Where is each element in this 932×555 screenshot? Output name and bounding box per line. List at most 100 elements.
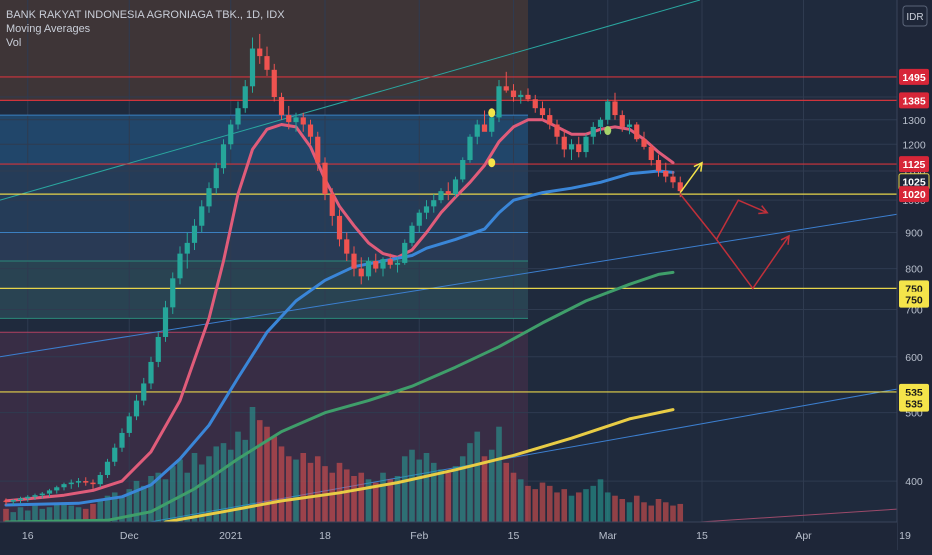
chart-legend: BANK RAKYAT INDONESIA AGRONIAGA TBK., 1D… xyxy=(6,8,285,50)
candle-body xyxy=(90,482,96,485)
candle-body xyxy=(68,482,74,485)
volume-bar xyxy=(271,436,278,522)
candle xyxy=(25,495,31,502)
trend-line-bottom xyxy=(699,508,898,523)
candle xyxy=(112,443,118,467)
candle-body xyxy=(162,307,169,337)
candle-body xyxy=(235,108,241,125)
volume-bar xyxy=(206,456,212,522)
candle xyxy=(307,119,314,145)
volume-bar xyxy=(285,456,292,522)
candle xyxy=(539,101,546,120)
candle-body xyxy=(293,117,299,123)
currency-label: IDR xyxy=(906,12,923,23)
candle xyxy=(489,115,495,137)
candle-body xyxy=(634,124,640,140)
volume-bar xyxy=(133,480,140,522)
candle-body xyxy=(286,115,292,123)
volume-bar xyxy=(525,485,531,522)
candle-body xyxy=(677,182,683,192)
projection-up-arrow-head xyxy=(693,161,703,172)
signal-marker xyxy=(488,108,496,118)
zone-upper xyxy=(0,0,528,101)
candle-body xyxy=(474,124,480,137)
candle xyxy=(148,356,154,390)
candle xyxy=(677,176,683,198)
volume-bar xyxy=(177,459,183,522)
volume-bar xyxy=(597,479,604,522)
candle-body xyxy=(61,484,67,488)
volume-bar xyxy=(452,466,459,522)
candle-body xyxy=(220,144,227,169)
y-tick-label: 900 xyxy=(905,227,923,239)
volume-bar xyxy=(343,469,350,522)
moving-average-3 xyxy=(4,270,675,524)
candle xyxy=(561,129,567,158)
candle xyxy=(641,131,647,150)
candle-body xyxy=(75,481,82,483)
candle-body xyxy=(496,86,502,118)
candle-body xyxy=(25,496,31,499)
candle xyxy=(460,157,466,183)
volume-bar xyxy=(677,503,684,522)
y-tick-label: 600 xyxy=(905,352,923,364)
candle-body xyxy=(271,69,277,98)
candle xyxy=(228,119,234,150)
volume-bar xyxy=(423,453,430,522)
candle xyxy=(278,92,285,120)
candle-body xyxy=(170,278,176,308)
candle xyxy=(445,182,451,201)
volume-bar xyxy=(568,495,575,522)
volume-bar xyxy=(619,499,626,522)
volume-bar xyxy=(401,456,408,522)
volume-bar xyxy=(459,456,466,522)
candle xyxy=(597,117,604,135)
volume-bar xyxy=(380,472,386,522)
volume-bar xyxy=(264,426,270,522)
candle-body xyxy=(394,262,401,265)
volume-bar xyxy=(655,499,662,522)
volume-bar xyxy=(409,449,415,522)
candle-body xyxy=(503,86,509,91)
candle xyxy=(75,478,82,488)
candle-body xyxy=(104,461,111,475)
candle xyxy=(438,188,444,204)
candle-body xyxy=(336,215,343,240)
candle-body xyxy=(655,160,662,171)
candle-body xyxy=(119,432,125,448)
candle xyxy=(242,80,248,113)
x-tick-label: 15 xyxy=(508,530,520,542)
candle-body xyxy=(619,115,625,127)
candle xyxy=(220,139,227,174)
indicator-moving-averages[interactable]: Moving Averages xyxy=(6,23,91,35)
volume-bar xyxy=(82,508,89,522)
volume-bar xyxy=(169,466,176,522)
candle-body xyxy=(561,136,567,150)
volume-bar xyxy=(3,508,9,522)
symbol-title[interactable]: BANK RAKYAT INDONESIA AGRONIAGA TBK., 1D… xyxy=(6,9,285,21)
candle-body xyxy=(518,94,524,98)
candle-body xyxy=(438,191,444,201)
candle-body xyxy=(597,119,604,127)
indicator-volume[interactable]: Vol xyxy=(6,37,22,49)
zone-mid xyxy=(0,232,528,262)
candle xyxy=(344,232,350,262)
candle-body xyxy=(155,336,161,362)
volume-bar xyxy=(612,495,618,522)
price-label-1125 xyxy=(899,156,929,173)
candle xyxy=(133,394,140,421)
volume-bar xyxy=(53,503,60,522)
volume-bar xyxy=(532,489,539,522)
volume-bar xyxy=(365,479,372,522)
candle-body xyxy=(539,108,546,116)
candle xyxy=(402,239,408,265)
price-label-1385 xyxy=(899,92,929,109)
volume-bar xyxy=(554,492,560,522)
candle-body xyxy=(322,162,328,195)
candle-body xyxy=(148,361,154,384)
x-tick-label: 18 xyxy=(319,530,331,542)
x-tick-label: Apr xyxy=(795,530,812,542)
candle-body xyxy=(242,86,248,109)
